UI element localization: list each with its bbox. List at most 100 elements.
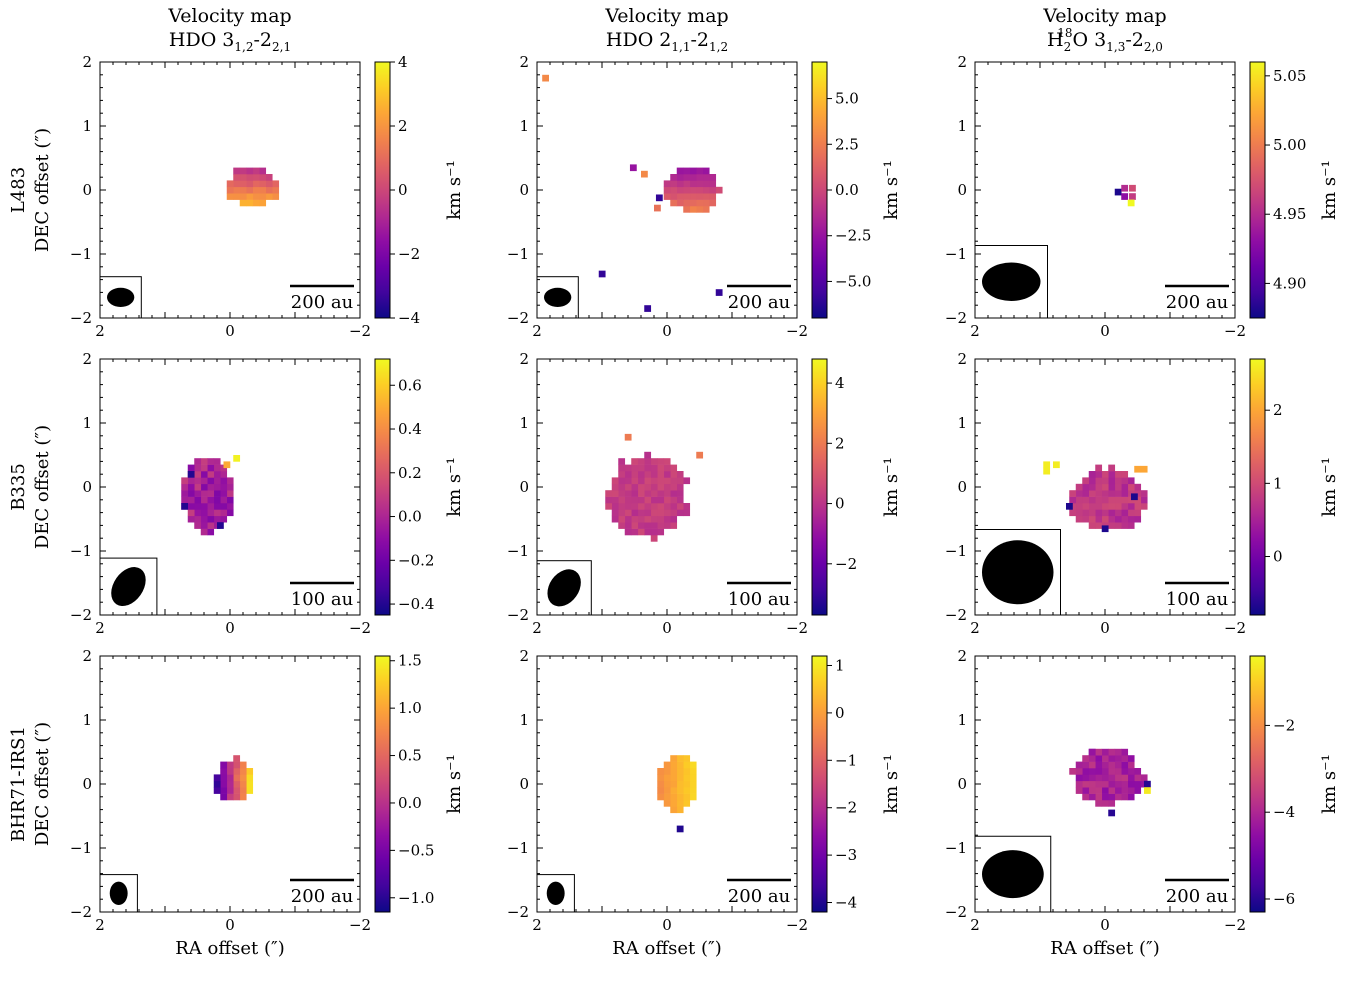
image-pixel bbox=[220, 503, 228, 510]
image-pixel bbox=[663, 787, 671, 794]
image-pixel bbox=[670, 509, 678, 517]
image-pixel bbox=[220, 509, 228, 517]
image-pixel bbox=[650, 477, 658, 485]
colorbar-tick-label: −4 bbox=[1273, 803, 1295, 821]
image-pixel bbox=[1101, 471, 1109, 478]
image-pixel bbox=[1101, 515, 1109, 523]
image-pixel bbox=[1121, 755, 1129, 762]
image-pixel bbox=[200, 515, 208, 523]
image-pixel bbox=[702, 180, 710, 188]
image-pixel bbox=[618, 477, 626, 485]
y-tick-label: −2 bbox=[507, 606, 529, 624]
y-tick-label: −1 bbox=[945, 542, 967, 560]
y-tick-label: 2 bbox=[519, 53, 529, 71]
y-tick-label: 2 bbox=[82, 647, 92, 665]
colorbar-tick-label: −6 bbox=[1273, 890, 1295, 908]
image-pixel bbox=[213, 471, 221, 478]
image-pixel bbox=[611, 509, 619, 517]
y-tick-label: 0 bbox=[82, 478, 92, 496]
image-pixel bbox=[239, 167, 247, 175]
image-pixel bbox=[624, 471, 632, 478]
colorbar-tick-label: 0.5 bbox=[398, 747, 422, 765]
image-pixel bbox=[1127, 761, 1135, 769]
x-tick-label: −2 bbox=[786, 619, 808, 637]
image-pixel bbox=[637, 464, 645, 472]
image-pixel bbox=[676, 787, 684, 794]
image-pixel bbox=[715, 289, 723, 296]
image-pixel bbox=[644, 490, 652, 497]
image-pixel bbox=[1082, 515, 1090, 523]
image-pixel bbox=[641, 170, 648, 178]
image-pixel bbox=[1121, 768, 1129, 775]
image-pixel bbox=[1101, 748, 1109, 756]
image-pixel bbox=[670, 800, 678, 807]
image-pixel bbox=[1101, 780, 1109, 788]
image-pixel bbox=[1082, 774, 1090, 782]
image-pixel bbox=[631, 483, 639, 491]
image-pixel bbox=[542, 74, 549, 82]
image-pixel bbox=[220, 780, 228, 788]
image-pixel bbox=[644, 471, 652, 478]
image-pixel bbox=[631, 522, 639, 529]
image-pixel bbox=[200, 464, 208, 472]
image-pixel bbox=[676, 167, 684, 175]
image-pixel bbox=[657, 528, 665, 536]
image-pixel bbox=[637, 496, 645, 504]
image-pixel bbox=[226, 186, 234, 194]
image-pixel bbox=[618, 471, 626, 478]
image-pixel bbox=[239, 174, 247, 181]
image-pixel bbox=[207, 490, 215, 497]
image-pixel bbox=[618, 509, 626, 517]
image-pixel bbox=[1088, 774, 1096, 782]
image-pixel bbox=[1129, 184, 1136, 192]
image-pixel bbox=[670, 186, 678, 194]
image-pixel bbox=[1095, 748, 1103, 756]
image-pixel bbox=[233, 774, 241, 782]
image-pixel bbox=[239, 793, 247, 801]
image-pixel bbox=[650, 471, 658, 478]
image-pixel bbox=[200, 522, 208, 529]
image-pixel bbox=[663, 774, 671, 782]
image-pixel bbox=[663, 477, 671, 485]
image-pixel bbox=[631, 496, 639, 504]
velocity-image bbox=[605, 433, 704, 542]
image-pixel bbox=[709, 193, 717, 200]
image-pixel bbox=[239, 199, 247, 207]
x-tick-label: 2 bbox=[532, 619, 542, 637]
image-pixel bbox=[689, 206, 697, 213]
image-pixel bbox=[1082, 780, 1090, 788]
image-pixel bbox=[194, 464, 202, 472]
image-pixel bbox=[644, 305, 652, 312]
image-pixel bbox=[676, 180, 684, 188]
image-pixel bbox=[605, 496, 613, 504]
image-pixel bbox=[1082, 768, 1090, 775]
image-pixel bbox=[1095, 793, 1103, 801]
image-pixel bbox=[200, 490, 208, 497]
image-pixel bbox=[1121, 483, 1129, 491]
scale-bar-label: 100 au bbox=[291, 589, 353, 610]
x-tick-label: 0 bbox=[662, 322, 672, 340]
image-pixel bbox=[650, 503, 658, 510]
image-pixel bbox=[220, 774, 228, 782]
image-pixel bbox=[1101, 768, 1109, 775]
image-pixel bbox=[1131, 493, 1138, 501]
image-pixel bbox=[1095, 490, 1103, 497]
x-tick-label: −2 bbox=[786, 322, 808, 340]
beam-ellipse bbox=[982, 262, 1041, 301]
x-tick-label: −2 bbox=[1224, 322, 1246, 340]
image-pixel bbox=[1108, 483, 1116, 491]
column-title-line2: H218O 31,3-22,0 bbox=[1047, 26, 1163, 54]
image-pixel bbox=[683, 768, 691, 775]
image-pixel bbox=[181, 503, 189, 510]
y-tick-label: −2 bbox=[945, 309, 967, 327]
image-pixel bbox=[689, 768, 697, 775]
image-pixel bbox=[663, 458, 671, 465]
image-pixel bbox=[181, 477, 189, 485]
image-pixel bbox=[1082, 503, 1090, 510]
image-pixel bbox=[702, 167, 710, 175]
colorbar-tick-label: 1 bbox=[1273, 474, 1283, 492]
image-pixel bbox=[259, 186, 267, 194]
image-pixel bbox=[207, 477, 215, 485]
